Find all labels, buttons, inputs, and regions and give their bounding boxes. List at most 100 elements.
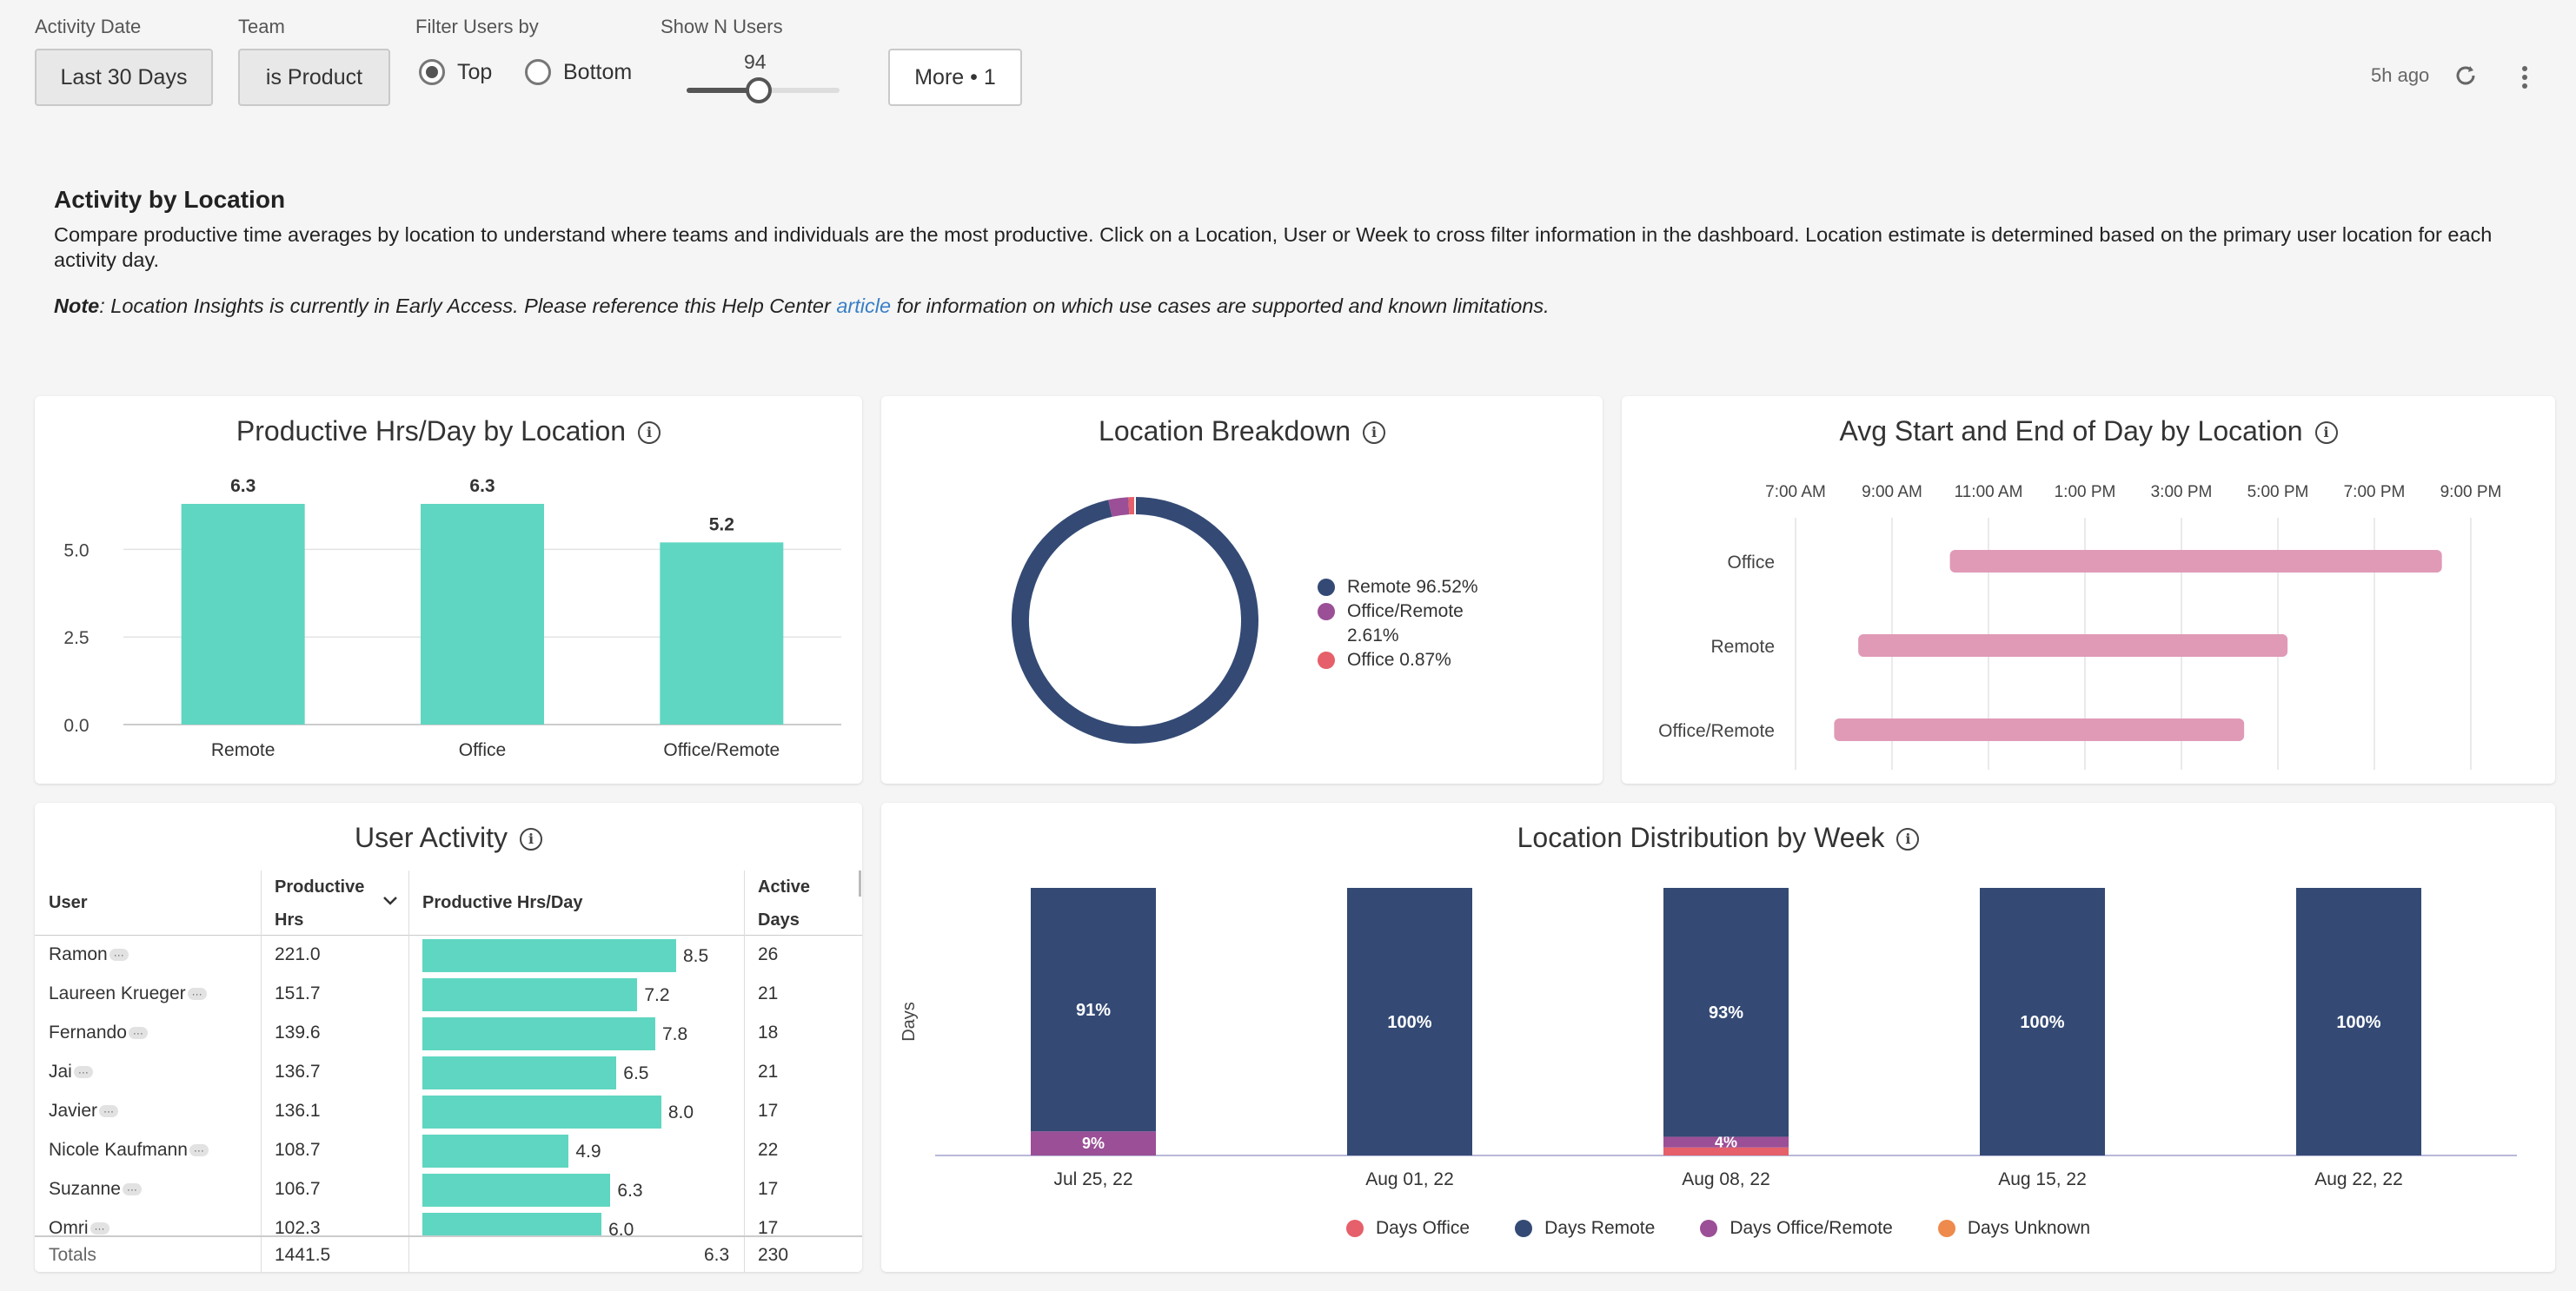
totals-label: Totals <box>49 1245 96 1265</box>
distribution-card-title: Location Distribution by Week i <box>881 822 2555 854</box>
bar-remote[interactable] <box>181 504 305 725</box>
more-icon[interactable]: ··· <box>189 1144 209 1156</box>
info-icon[interactable]: i <box>638 421 661 444</box>
user-name-cell[interactable]: Nicole Kaufmann ··· <box>49 1130 209 1169</box>
column-header-productive-hrs-day[interactable]: Productive Hrs/Day <box>422 893 583 912</box>
user-name-cell[interactable]: Jai ··· <box>49 1052 93 1091</box>
donut-slice-office-remote[interactable] <box>1108 497 1130 517</box>
more-icon[interactable]: ··· <box>187 988 207 1000</box>
bar-office-remote[interactable] <box>660 542 784 725</box>
more-icon[interactable]: ··· <box>109 949 129 961</box>
user-name-cell[interactable]: Omri ··· <box>49 1208 110 1235</box>
last-updated-text: 5h ago <box>2371 64 2430 86</box>
more-filters-button[interactable]: More • 1 <box>888 49 1022 106</box>
stack-segment-days-office-remote[interactable] <box>1031 1131 1156 1155</box>
stack-segment-days-office[interactable] <box>1663 1147 1789 1155</box>
bar-office[interactable] <box>421 504 544 725</box>
user-name-cell[interactable]: Fernando ··· <box>49 1013 148 1052</box>
table-scrollbar[interactable] <box>859 871 861 897</box>
active-days-cell: 18 <box>758 1023 779 1043</box>
legend-swatch <box>1318 579 1335 596</box>
user-name-cell[interactable]: Ramon ··· <box>49 935 129 974</box>
stack-segment-days-remote[interactable] <box>1031 888 1156 1132</box>
x-tick-label: Office/Remote <box>663 740 780 760</box>
range-bar-office[interactable] <box>1949 550 2442 573</box>
totals-productive-hrs-day: 6.3 <box>704 1245 730 1265</box>
refresh-icon[interactable] <box>2453 63 2479 89</box>
column-header-active-days[interactable]: Active Days <box>758 871 810 937</box>
active-days-cell: 22 <box>758 1140 779 1160</box>
stack-segment-days-office-remote[interactable] <box>1663 1136 1789 1148</box>
legend-swatch <box>1318 603 1335 620</box>
legend-item-days-office-remote[interactable]: Days Office/Remote <box>1700 1218 1893 1239</box>
segment-value-label: 91% <box>1076 1001 1111 1020</box>
more-icon[interactable]: ··· <box>99 1105 119 1117</box>
team-filter-button[interactable]: is Product <box>238 49 390 106</box>
column-header-user[interactable]: User <box>49 893 88 912</box>
range-bar-remote[interactable] <box>1858 634 2288 657</box>
show-n-users-slider-thumb[interactable] <box>745 77 772 103</box>
legend-label: Days Remote <box>1544 1218 1656 1238</box>
productive-hrs-day-bar <box>422 1135 569 1168</box>
radio-bottom[interactable]: Bottom <box>525 59 632 85</box>
table-row[interactable]: Fernando ··· 139.6 7.8 18 <box>35 1013 862 1052</box>
range-bar-office-remote[interactable] <box>1834 718 2245 741</box>
stack-segment-days-remote[interactable] <box>2296 888 2421 1155</box>
user-name-cell[interactable]: Javier ··· <box>49 1091 119 1130</box>
table-row[interactable]: Nicole Kaufmann ··· 108.7 4.9 22 <box>35 1130 862 1169</box>
more-icon[interactable]: ··· <box>73 1066 93 1078</box>
info-icon[interactable]: i <box>1362 421 1385 444</box>
x-tick-label: Aug 15, 22 <box>1998 1169 2087 1189</box>
info-icon[interactable]: i <box>520 828 543 851</box>
x-tick-label: 3:00 PM <box>2151 483 2213 501</box>
legend-item-days-office[interactable]: Days Office <box>1345 1218 1470 1239</box>
column-header-productive-hrs[interactable]: Productive Hrs <box>275 871 364 937</box>
user-activity-table: User Productive Hrs Productive Hrs/Day Ac… <box>35 871 862 1272</box>
column-divider <box>261 871 262 1272</box>
active-days-cell: 17 <box>758 1101 779 1121</box>
radio-top-label: Top <box>457 59 493 84</box>
more-icon[interactable]: ··· <box>90 1222 110 1235</box>
chevron-down-icon[interactable] <box>382 895 398 907</box>
legend-item-office[interactable]: Office 0.87% <box>1318 648 1486 672</box>
productive-hrs-day-value: 8.5 <box>683 946 709 966</box>
user-name: Omri <box>49 1218 89 1235</box>
segment-value-label: 4% <box>1715 1134 1737 1151</box>
y-category-label: Remote <box>1710 637 1775 657</box>
start-end-title-text: Avg Start and End of Day by Location <box>1839 415 2303 447</box>
table-row[interactable]: Jai ··· 136.7 6.5 21 <box>35 1052 862 1091</box>
x-tick-label: Office <box>459 740 506 760</box>
section-title: Activity by Location <box>54 186 286 213</box>
kebab-icon[interactable] <box>2512 63 2538 92</box>
more-icon[interactable]: ··· <box>122 1183 142 1195</box>
y-tick-label: 0.0 <box>63 716 89 736</box>
stack-segment-days-remote[interactable] <box>1980 888 2105 1155</box>
donut-slice-remote[interactable] <box>1012 497 1258 744</box>
table-row[interactable]: Laureen Krueger ··· 151.7 7.2 21 <box>35 974 862 1013</box>
user-name-cell[interactable]: Laureen Krueger ··· <box>49 974 207 1013</box>
x-tick-label: Jul 25, 22 <box>1053 1169 1132 1189</box>
legend-item-days-remote[interactable]: Days Remote <box>1515 1218 1655 1239</box>
segment-value-label: 100% <box>2336 1013 2380 1032</box>
legend-item-remote[interactable]: Remote 96.52% <box>1318 575 1486 599</box>
productive-hrs-day-value: 7.2 <box>644 985 670 1005</box>
legend-item-days-unknown[interactable]: Days Unknown <box>1937 1218 2090 1239</box>
info-icon[interactable]: i <box>1896 828 1920 851</box>
x-tick-label: 9:00 AM <box>1862 483 1922 501</box>
activity-date-filter-button[interactable]: Last 30 Days <box>35 49 213 106</box>
table-row[interactable]: Ramon ··· 221.0 8.5 26 <box>35 935 862 974</box>
stack-segment-days-remote[interactable] <box>1663 888 1789 1137</box>
stack-segment-days-remote[interactable] <box>1347 888 1472 1155</box>
user-name-cell[interactable]: Suzanne ··· <box>49 1169 142 1208</box>
productive-hrs-day-value: 6.0 <box>608 1220 634 1235</box>
radio-top[interactable]: Top <box>419 59 492 85</box>
more-icon[interactable]: ··· <box>128 1027 148 1039</box>
legend-item-office-remote[interactable]: Office/Remote 2.61% <box>1318 599 1486 648</box>
x-tick-label: Aug 08, 22 <box>1682 1169 1770 1189</box>
help-center-article-link[interactable]: article <box>836 295 892 317</box>
productive-hrs-day-value: 8.0 <box>667 1102 694 1122</box>
table-row[interactable]: Javier ··· 136.1 8.0 17 <box>35 1091 862 1130</box>
table-row[interactable]: Omri ··· 102.3 6.0 17 <box>35 1208 862 1235</box>
info-icon[interactable]: i <box>2314 421 2338 444</box>
table-row[interactable]: Suzanne ··· 106.7 6.3 17 <box>35 1169 862 1208</box>
